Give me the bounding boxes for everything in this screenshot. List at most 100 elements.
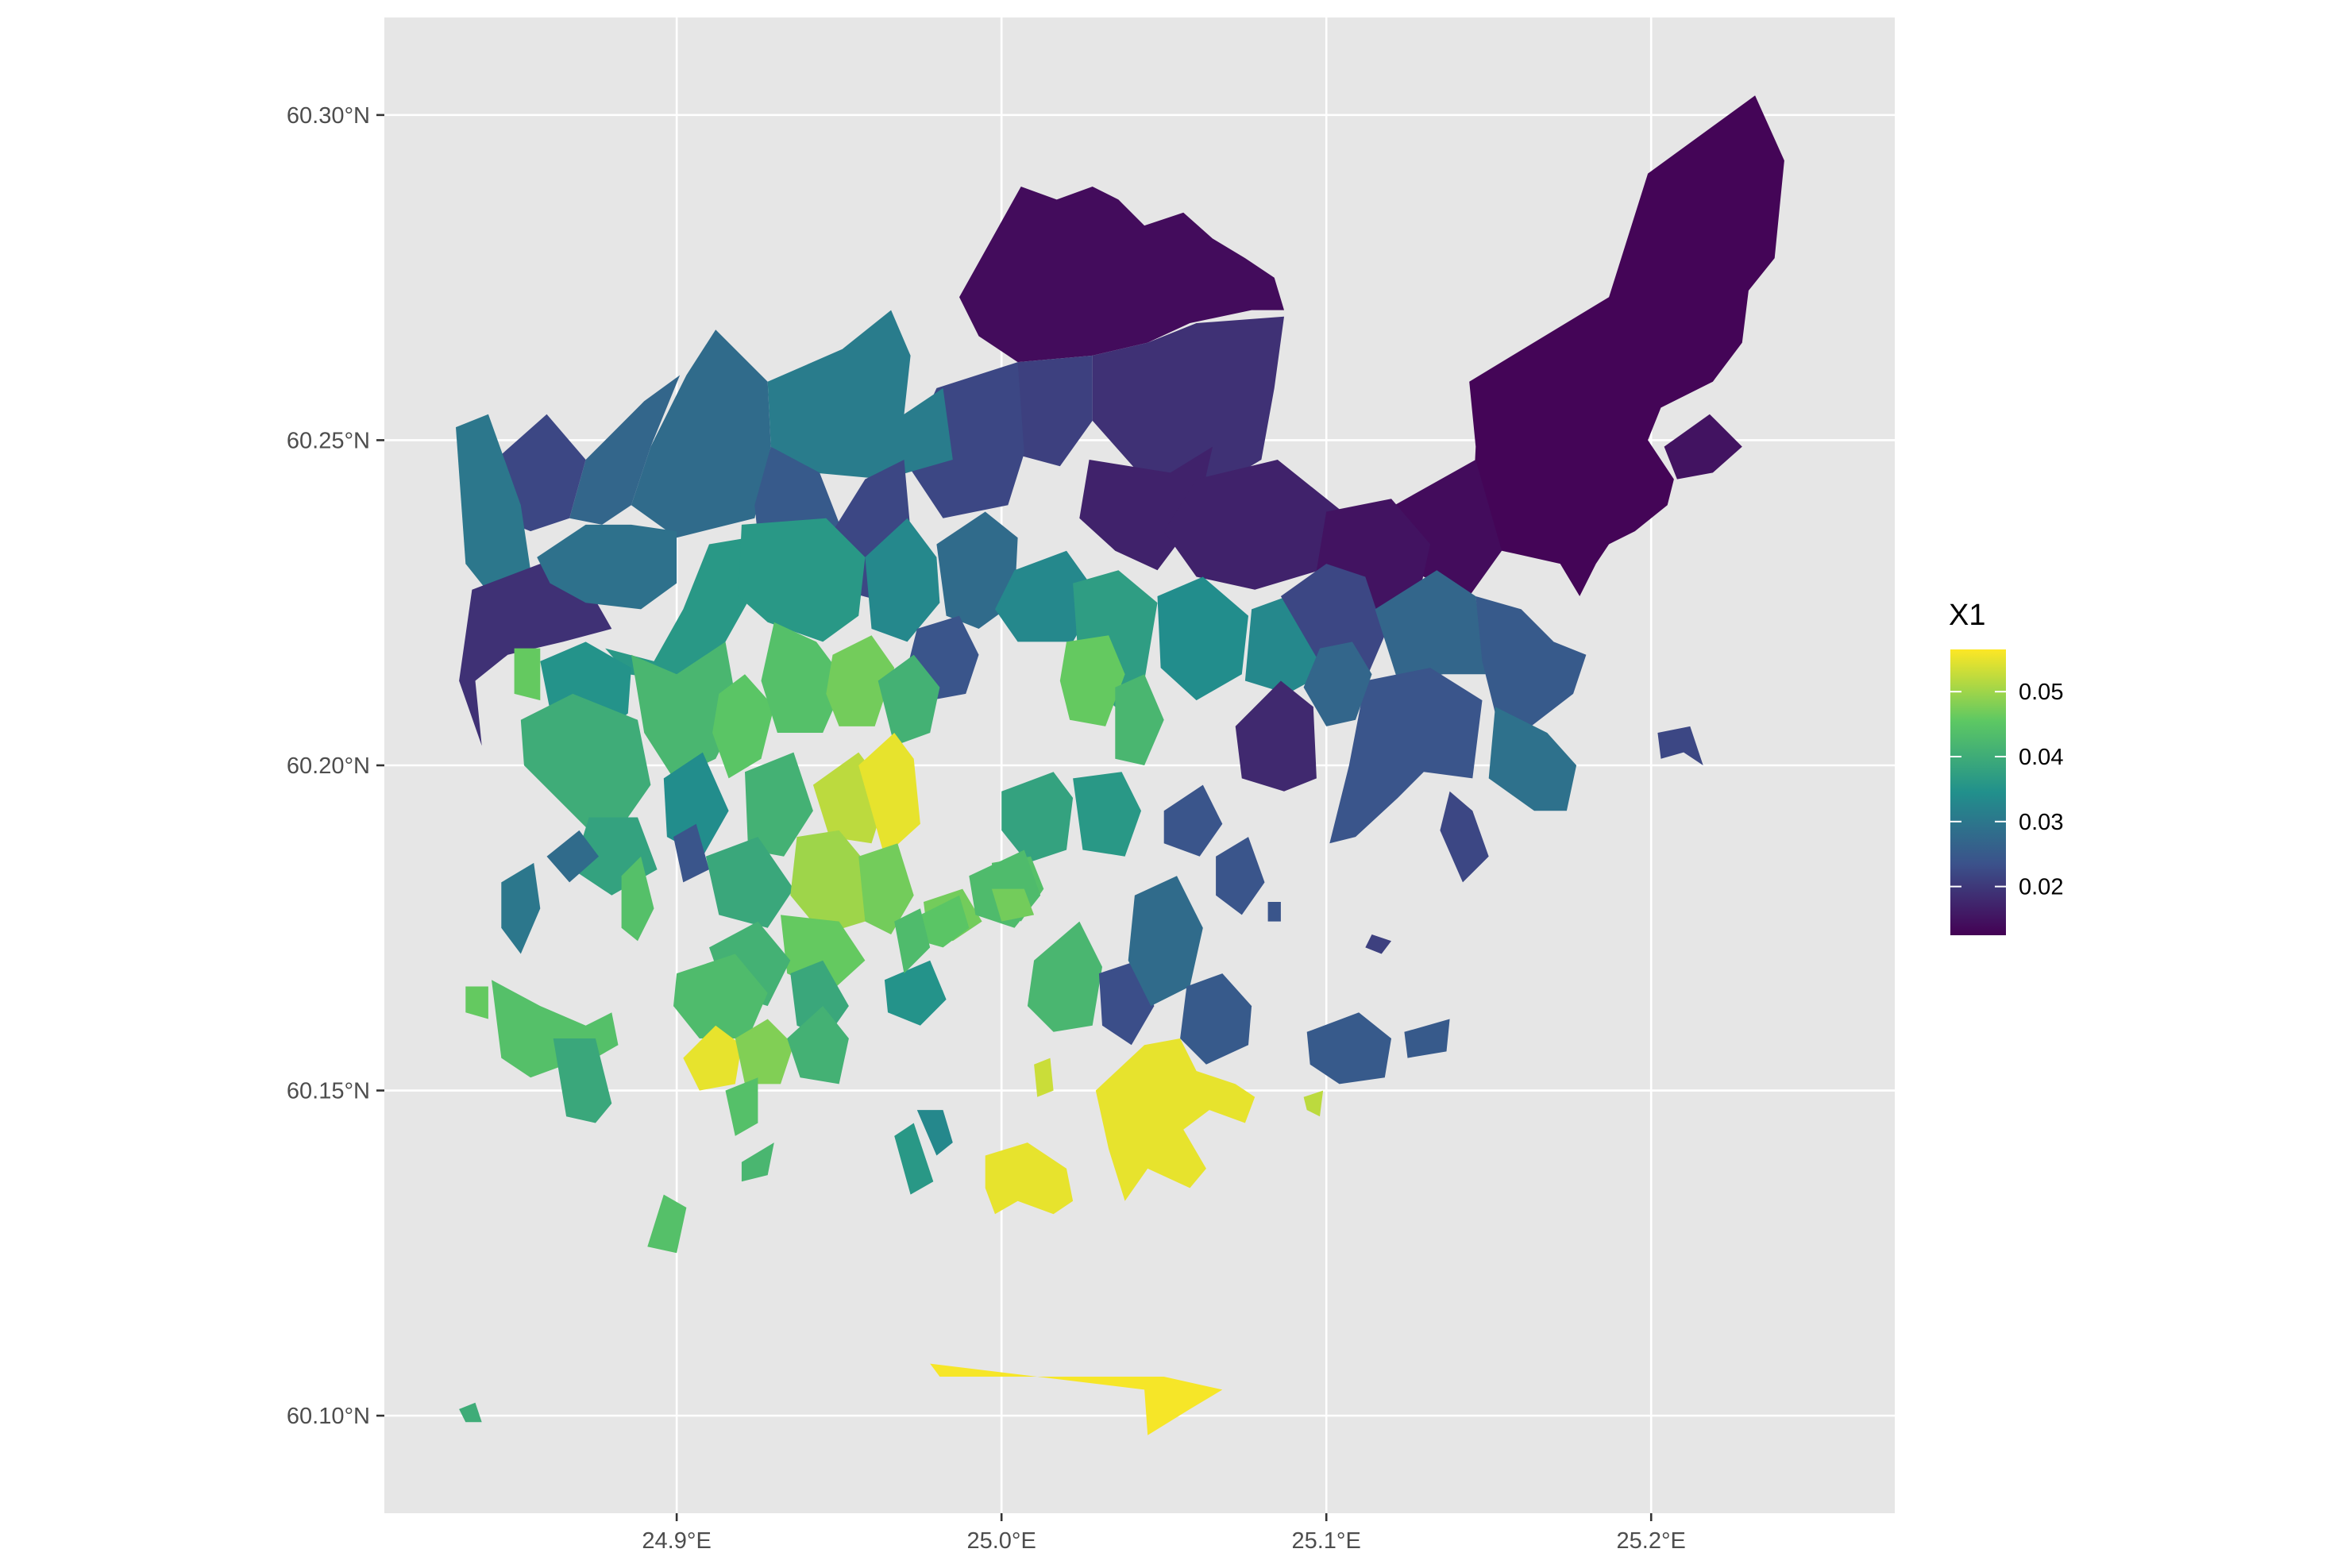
map-region-west-island-2 bbox=[546, 830, 599, 883]
map-region-center-west-1 bbox=[514, 648, 541, 701]
map-region-center-c-j bbox=[790, 960, 849, 1038]
map-region-center-w-b bbox=[663, 752, 729, 857]
map-region-east-7 bbox=[1303, 641, 1372, 726]
map-region-south-w-2 bbox=[553, 1038, 612, 1123]
x-tick-label: 24.9°E bbox=[642, 1528, 711, 1554]
map-region-north-b bbox=[1092, 316, 1284, 499]
map-region-center-e-4 bbox=[1073, 772, 1141, 857]
legend-tick-label: 0.02 bbox=[2019, 875, 2063, 900]
map-region-center-n-2 bbox=[865, 518, 940, 642]
map-region-northeast-strip bbox=[1359, 460, 1502, 596]
map-region-sea-island-10 bbox=[459, 1402, 482, 1423]
map-region-east-1 bbox=[1280, 564, 1385, 681]
map-region-west-mid-1 bbox=[537, 524, 677, 610]
map-region-far-west-3 bbox=[459, 564, 612, 746]
map-region-sea-island-9 bbox=[741, 1142, 774, 1182]
map-region-center-w-d bbox=[712, 674, 774, 779]
map-region-south-e-1 bbox=[1027, 921, 1102, 1032]
x-tick-label: 25.0°E bbox=[966, 1528, 1036, 1554]
map-region-sea-island-5 bbox=[1303, 1090, 1324, 1117]
map-region-center-c-c bbox=[878, 654, 940, 746]
map-region-east-2 bbox=[1375, 570, 1486, 681]
map-region-inner-point bbox=[1664, 414, 1742, 480]
map-region-west-island-3 bbox=[621, 856, 654, 942]
map-region-south-e-8 bbox=[1404, 1019, 1450, 1058]
map-region-sea-island-4 bbox=[1034, 1058, 1054, 1097]
map-region-center-w-a bbox=[631, 641, 739, 779]
y-axis: 60.30°N 60.25°N 60.20°N 60.15°N 60.10°N bbox=[287, 103, 384, 1429]
map-region-south-c-4 bbox=[787, 1006, 849, 1085]
x-tick-label: 25.2°E bbox=[1617, 1528, 1686, 1554]
map-region-center-c-g bbox=[858, 843, 914, 934]
map-region-south-c-5 bbox=[725, 1077, 758, 1136]
map-region-south-e-4 bbox=[1180, 973, 1252, 1065]
legend-colorbar bbox=[1950, 649, 2006, 935]
map-region-east-5 bbox=[1329, 668, 1483, 844]
map-region-sea-island-1 bbox=[1095, 1038, 1256, 1201]
map-region-sea-island-2 bbox=[985, 1142, 1074, 1215]
map-region-south-e-5 bbox=[1216, 837, 1265, 915]
map-region-center-w-e bbox=[745, 752, 813, 857]
map-region-harbor-2 bbox=[884, 960, 947, 1026]
map-region-south-e-6 bbox=[1163, 784, 1223, 857]
map-region-harbor-4 bbox=[894, 908, 931, 974]
map-region-north-a bbox=[959, 187, 1284, 363]
map-region-center-island bbox=[991, 888, 1035, 922]
map-region-center-c-b bbox=[826, 635, 895, 726]
y-tick-label: 60.25°N bbox=[287, 428, 370, 453]
map-region-east-6 bbox=[1440, 791, 1489, 883]
map-region-east-island bbox=[1657, 726, 1703, 765]
map-region-south-c-3 bbox=[735, 1019, 794, 1085]
map-region-east-8 bbox=[1235, 680, 1317, 792]
map-region-center-c-f bbox=[790, 830, 872, 934]
map-region-far-west-2 bbox=[456, 414, 531, 596]
legend-tick-label: 0.03 bbox=[2019, 810, 2063, 835]
map-region-center-c-a bbox=[761, 622, 846, 733]
map-region-northeast-large bbox=[1469, 95, 1784, 597]
legend-tick-label: 0.05 bbox=[2019, 680, 2063, 705]
legend-ticks: 0.05 0.04 0.03 0.02 bbox=[1950, 680, 2063, 900]
legend-title: X1 bbox=[1949, 599, 1985, 632]
map-region-northwest-1 bbox=[767, 310, 953, 480]
x-tick-label: 25.1°E bbox=[1291, 1528, 1360, 1554]
map-region-center-e-2 bbox=[1115, 674, 1164, 765]
map-region-harbor-3 bbox=[920, 895, 970, 948]
map-region-east-4 bbox=[1488, 707, 1577, 811]
legend-tick-label: 0.04 bbox=[2019, 745, 2063, 770]
map-region-west-mid-2 bbox=[605, 537, 755, 681]
map-region-south-c-1 bbox=[673, 954, 768, 1038]
y-tick-label: 60.15°N bbox=[287, 1079, 370, 1104]
map-regions bbox=[456, 95, 1784, 1435]
map-region-center-w-f bbox=[705, 837, 794, 928]
y-tick-label: 60.20°N bbox=[287, 753, 370, 779]
map-region-south-e-10 bbox=[1267, 902, 1281, 922]
map-region-south-e-9 bbox=[1365, 934, 1391, 954]
map-region-north-mid-e bbox=[1163, 460, 1369, 590]
map-region-center-e-1 bbox=[1059, 635, 1125, 726]
map-region-sea-island-3 bbox=[930, 1363, 1223, 1435]
legend: X1 0.05 0.04 0.03 0.02 bbox=[1949, 599, 2063, 935]
map-region-south-w-3 bbox=[465, 986, 488, 1019]
map-region-center-n-5 bbox=[995, 550, 1099, 642]
map-region-center-n-3 bbox=[936, 511, 1018, 629]
map-region-east-3 bbox=[1475, 596, 1587, 726]
map-region-sea-island-6 bbox=[916, 1110, 953, 1156]
y-tick-label: 60.30°N bbox=[287, 103, 370, 129]
map-region-center-c-e bbox=[858, 733, 920, 857]
map-region-west-island-1 bbox=[501, 862, 541, 954]
map-region-south-c-2 bbox=[683, 1025, 742, 1091]
map-region-northwest-2 bbox=[631, 329, 771, 538]
map-region-center-w-c bbox=[673, 823, 709, 883]
map-region-center-e-3 bbox=[1001, 772, 1074, 863]
x-axis: 24.9°E 25.0°E 25.1°E 25.2°E bbox=[642, 1513, 1686, 1554]
y-tick-label: 60.10°N bbox=[287, 1404, 370, 1429]
map-region-center-n-1 bbox=[738, 518, 866, 642]
map-region-sea-island-7 bbox=[894, 1123, 934, 1195]
map-region-south-e-3 bbox=[1128, 876, 1203, 1007]
map-region-center-west-3 bbox=[520, 693, 651, 830]
map-region-center-n-7 bbox=[1157, 576, 1248, 701]
map-region-sea-island-8 bbox=[647, 1194, 687, 1254]
map-region-northwest-5 bbox=[569, 375, 681, 525]
map-region-south-e-7 bbox=[1306, 1012, 1391, 1085]
